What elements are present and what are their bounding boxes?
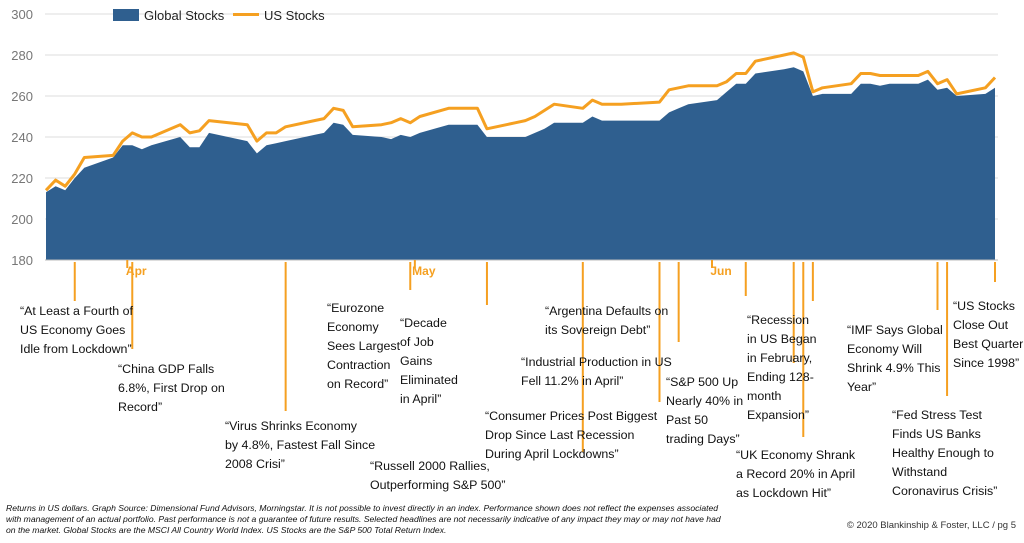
annotation-leaders <box>73 262 996 452</box>
plot-lines <box>44 51 997 192</box>
annotation-label-5: “Russell 2000 Rallies, Outperforming S&P… <box>370 459 506 492</box>
y-tick-label-300: 300 <box>11 7 33 22</box>
legend-label-us-stocks: US Stocks <box>264 8 325 23</box>
annotation-label-9: “S&P 500 Up Nearly 40% in Past 50 tradin… <box>666 375 744 446</box>
annotation-label-13: “Fed Stress Test Finds US Banks Healthy … <box>892 408 998 498</box>
month-label-May: May <box>412 264 436 278</box>
annotation-label-1: “China GDP Falls 6.8%, First Drop on Rec… <box>118 362 225 414</box>
annotation-label-14: “US Stocks Close Out Best Quarter Since … <box>953 299 1024 370</box>
series-area-global-stocks <box>46 67 995 260</box>
axes: 180 200 220 240 260 280 300 Apr May Jun <box>11 7 998 278</box>
legend-swatch-us-stocks <box>233 13 259 16</box>
month-label-Apr: Apr <box>126 264 147 278</box>
annotation-label-2: “Virus Shrinks Economy by 4.8%, Fastest … <box>225 419 376 471</box>
annotation-label-3: “Eurozone Economy Sees Largest Contracti… <box>327 301 401 391</box>
y-tick-label-260: 260 <box>11 89 33 104</box>
legend-swatch-global-stocks <box>113 9 139 21</box>
legend-label-global-stocks: Global Stocks <box>144 8 225 23</box>
y-tick-label-200: 200 <box>11 212 33 227</box>
annotation-label-12: “IMF Says Global Economy Will Shrink 4.9… <box>847 323 943 394</box>
annotation-label-10: “UK Economy Shrank a Record 20% in April… <box>736 448 856 500</box>
footnote: Returns in US dollars. Graph Source: Dim… <box>6 503 721 535</box>
annotation-label-4: “Decade of Job Gains Eliminated in April… <box>400 316 458 406</box>
copyright: © 2020 Blankinship & Foster, LLC / pg 5 <box>846 520 1016 531</box>
annotation-label-11: “Recession in US Began in February, Endi… <box>747 313 817 422</box>
plot-area <box>46 67 995 260</box>
y-tick-label-220: 220 <box>11 171 33 186</box>
y-tick-label-280: 280 <box>11 48 33 63</box>
annotation-label-8: “Argentina Defaults on its Sovereign Deb… <box>545 304 669 337</box>
legend: Global Stocks US Stocks <box>113 8 325 23</box>
month-label-Jun: Jun <box>710 264 731 278</box>
y-tick-label-240: 240 <box>11 130 33 145</box>
annotation-label-6: “Consumer Prices Post Biggest Drop Since… <box>485 409 658 461</box>
y-tick-label-180: 180 <box>11 253 33 268</box>
series-line-us-stocks <box>44 51 997 192</box>
annotation-label-7: “Industrial Production in US Fell 11.2% … <box>521 355 672 388</box>
annotation-label-0: “At Least a Fourth of US Economy Goes Id… <box>20 304 133 356</box>
